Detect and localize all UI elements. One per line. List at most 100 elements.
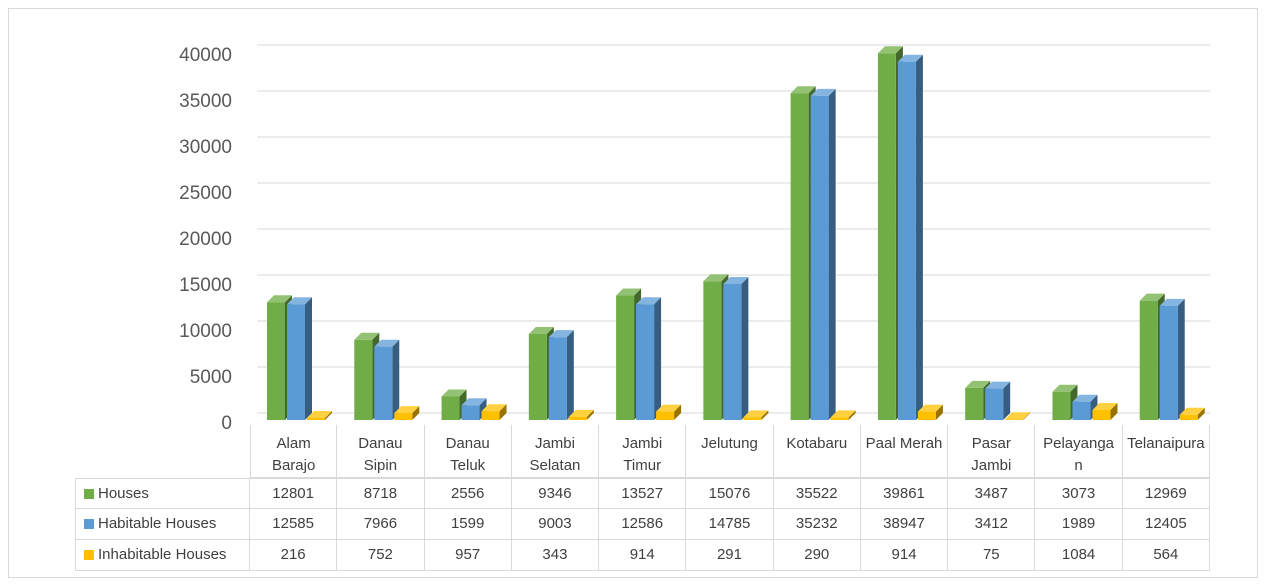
- bar-side: [654, 297, 662, 420]
- legend-entry: Habitable Houses: [75, 509, 250, 540]
- bar: [481, 411, 500, 420]
- table-value: 39861: [860, 478, 949, 509]
- bar: [548, 337, 567, 420]
- chart-frame: [8, 8, 1258, 578]
- table-value: 12405: [1122, 509, 1210, 540]
- x-tick-label: Paal Merah: [860, 425, 949, 478]
- bar-top: [616, 288, 642, 296]
- bar: [636, 304, 655, 420]
- y-tick-label: 25000: [179, 183, 232, 204]
- bar-side: [1023, 412, 1031, 420]
- bar-top: [307, 411, 332, 419]
- bar-top: [810, 88, 836, 96]
- bar: [743, 417, 762, 420]
- bar: [877, 53, 896, 420]
- bar-side: [935, 404, 943, 420]
- table-value: 3487: [948, 478, 1036, 509]
- bar-top: [636, 297, 662, 305]
- bar: [354, 339, 373, 420]
- bar-top: [1005, 412, 1031, 420]
- bar: [830, 417, 849, 420]
- table-value: 752: [337, 540, 425, 571]
- bar-top: [723, 276, 749, 284]
- bar-side: [761, 410, 769, 420]
- bar: [897, 61, 916, 421]
- bar: [461, 405, 480, 420]
- bar: [703, 281, 722, 420]
- table-value: 35522: [773, 478, 861, 509]
- table-value: 564: [1122, 540, 1210, 571]
- bar-side: [566, 330, 574, 420]
- table-value: 12801: [250, 478, 338, 509]
- x-tick-label: Pelayangan: [1035, 425, 1123, 478]
- x-tick-label: Telanaipura: [1122, 425, 1210, 478]
- bar-top: [703, 274, 729, 282]
- bar-top: [1179, 407, 1205, 415]
- table-value: 38947: [860, 509, 949, 540]
- bar-top: [374, 339, 400, 347]
- bar-top: [568, 409, 594, 417]
- bar-top: [985, 381, 1011, 389]
- bar-top: [354, 332, 380, 340]
- table-value: 12585: [250, 509, 338, 540]
- table-value: 14785: [686, 509, 774, 540]
- y-tick-label: 40000: [179, 45, 232, 66]
- bar: [1159, 305, 1178, 420]
- bar: [656, 411, 675, 420]
- table-value: 35232: [773, 509, 861, 540]
- bar: [965, 387, 984, 420]
- y-tick-label: 15000: [179, 275, 232, 296]
- bar-side: [1197, 407, 1205, 420]
- legend-label: Inhabitable Houses: [98, 546, 227, 563]
- bar: [1052, 391, 1071, 420]
- table-value: 957: [424, 540, 512, 571]
- table-value: 2556: [424, 478, 512, 509]
- table-value: 3412: [948, 509, 1036, 540]
- bar: [441, 396, 460, 420]
- bar: [810, 95, 829, 420]
- bar-side: [305, 297, 312, 420]
- bar-side: [392, 339, 400, 420]
- table-value: 343: [511, 540, 600, 571]
- x-tick-label: Kotabaru: [773, 425, 861, 478]
- bar: [790, 93, 809, 420]
- bar-side: [741, 276, 749, 420]
- bar-side: [674, 404, 682, 420]
- bar: [1179, 414, 1198, 420]
- bar: [1139, 300, 1158, 420]
- bar-top: [441, 389, 467, 397]
- bar-top: [461, 398, 487, 406]
- bar: [985, 388, 1004, 420]
- bar-top: [1072, 394, 1098, 402]
- bar: [307, 418, 325, 420]
- legend-entry: Houses: [75, 478, 250, 509]
- table-value: 291: [686, 540, 774, 571]
- table-value: 1084: [1035, 540, 1123, 571]
- x-tick-label: Alam Barajo: [250, 425, 338, 478]
- table-value: 13527: [599, 478, 687, 509]
- bar: [1072, 401, 1091, 420]
- table-value: 1599: [424, 509, 512, 540]
- table-value: 1989: [1035, 509, 1123, 540]
- bar-top: [394, 406, 420, 414]
- legend-key: [84, 488, 94, 499]
- bar: [1005, 419, 1024, 420]
- table-value: 914: [860, 540, 949, 571]
- y-tick-label: 10000: [179, 321, 232, 342]
- table-value: 7966: [337, 509, 425, 540]
- bar-top: [743, 410, 769, 418]
- table-value: 12969: [1122, 478, 1210, 509]
- y-tick-label: 20000: [179, 229, 232, 250]
- table-value: 9346: [511, 478, 600, 509]
- bar-top: [917, 404, 943, 412]
- table-value: 15076: [686, 478, 774, 509]
- bar: [917, 411, 936, 420]
- bar-side: [325, 411, 332, 420]
- x-tick-label: Danau Teluk: [424, 425, 512, 478]
- legend-label: Habitable Houses: [98, 515, 217, 532]
- x-tick-label: Pasar Jambi: [948, 425, 1036, 478]
- x-tick-label: Jelutung: [686, 425, 774, 478]
- x-tick-label: Jambi Timur: [599, 425, 687, 478]
